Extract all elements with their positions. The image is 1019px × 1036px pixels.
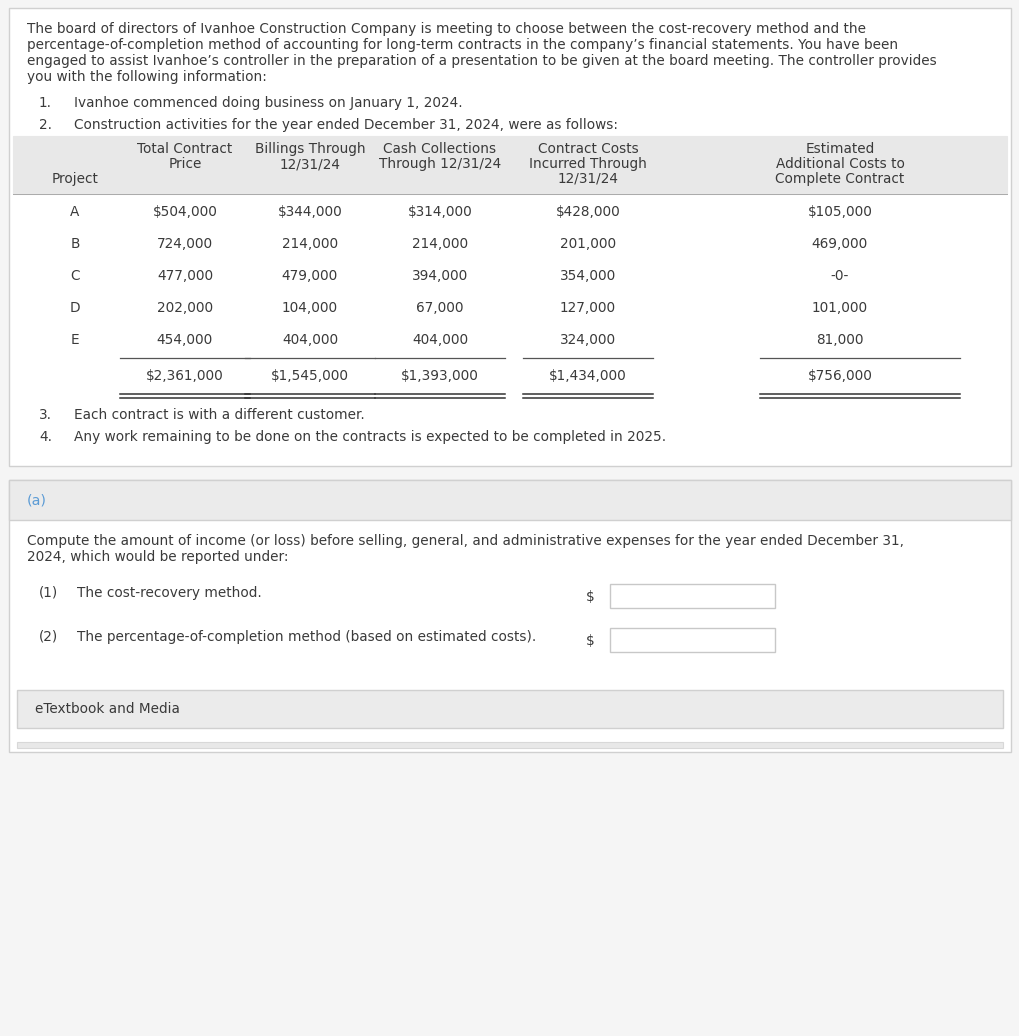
Text: 214,000: 214,000 — [281, 237, 337, 251]
Text: $105,000: $105,000 — [807, 205, 871, 219]
Text: 394,000: 394,000 — [412, 269, 468, 283]
Text: percentage-of-completion method of accounting for long-term contracts in the com: percentage-of-completion method of accou… — [26, 38, 898, 52]
Text: (a): (a) — [26, 493, 47, 507]
Text: (2): (2) — [39, 630, 58, 644]
FancyBboxPatch shape — [9, 480, 1010, 520]
FancyBboxPatch shape — [9, 480, 1010, 752]
Text: Complete Contract: Complete Contract — [774, 172, 904, 186]
Text: Incurred Through: Incurred Through — [529, 157, 646, 171]
Text: D: D — [69, 301, 81, 315]
Text: you with the following information:: you with the following information: — [26, 70, 267, 84]
Text: $2,361,000: $2,361,000 — [146, 369, 223, 383]
Text: 404,000: 404,000 — [281, 333, 337, 347]
FancyBboxPatch shape — [609, 628, 774, 652]
Text: Any work remaining to be done on the contracts is expected to be completed in 20: Any work remaining to be done on the con… — [74, 430, 665, 444]
Text: 4.: 4. — [39, 430, 52, 444]
Text: The percentage-of-completion method (based on estimated costs).: The percentage-of-completion method (bas… — [76, 630, 536, 644]
Text: B: B — [70, 237, 79, 251]
Text: 1.: 1. — [39, 96, 52, 110]
Text: 214,000: 214,000 — [412, 237, 468, 251]
Text: Total Contract: Total Contract — [138, 142, 232, 156]
Text: 202,000: 202,000 — [157, 301, 213, 315]
Text: $428,000: $428,000 — [555, 205, 620, 219]
Text: 3.: 3. — [39, 408, 52, 422]
FancyBboxPatch shape — [9, 8, 1010, 466]
Text: 104,000: 104,000 — [281, 301, 337, 315]
Text: 477,000: 477,000 — [157, 269, 213, 283]
Text: 354,000: 354,000 — [559, 269, 615, 283]
Text: A: A — [70, 205, 79, 219]
Text: 404,000: 404,000 — [412, 333, 468, 347]
Text: Ivanhoe commenced doing business on January 1, 2024.: Ivanhoe commenced doing business on Janu… — [74, 96, 463, 110]
Text: 724,000: 724,000 — [157, 237, 213, 251]
FancyBboxPatch shape — [13, 136, 1006, 194]
Text: Additional Costs to: Additional Costs to — [774, 157, 904, 171]
Text: -0-: -0- — [830, 269, 849, 283]
Text: 2.: 2. — [39, 118, 52, 132]
Text: Through 12/31/24: Through 12/31/24 — [378, 157, 500, 171]
Text: 67,000: 67,000 — [416, 301, 464, 315]
Text: Cash Collections: Cash Collections — [383, 142, 496, 156]
Text: $1,434,000: $1,434,000 — [548, 369, 627, 383]
Text: eTextbook and Media: eTextbook and Media — [35, 702, 179, 716]
Text: (1): (1) — [39, 586, 58, 600]
Text: $1,545,000: $1,545,000 — [271, 369, 348, 383]
Text: $504,000: $504,000 — [153, 205, 217, 219]
Text: 454,000: 454,000 — [157, 333, 213, 347]
Text: $314,000: $314,000 — [408, 205, 472, 219]
Text: Compute the amount of income (or loss) before selling, general, and administrati: Compute the amount of income (or loss) b… — [26, 534, 903, 548]
Text: Estimated: Estimated — [805, 142, 873, 156]
Text: 201,000: 201,000 — [559, 237, 615, 251]
Text: Construction activities for the year ended December 31, 2024, were as follows:: Construction activities for the year end… — [74, 118, 618, 132]
Text: E: E — [70, 333, 79, 347]
FancyBboxPatch shape — [17, 690, 1002, 728]
Text: Contract Costs: Contract Costs — [537, 142, 638, 156]
Text: 469,000: 469,000 — [811, 237, 867, 251]
Text: 2024, which would be reported under:: 2024, which would be reported under: — [26, 550, 288, 564]
Text: C: C — [70, 269, 79, 283]
Text: 12/31/24: 12/31/24 — [557, 172, 618, 186]
Text: 12/31/24: 12/31/24 — [279, 157, 340, 171]
FancyBboxPatch shape — [609, 584, 774, 608]
Text: Price: Price — [168, 157, 202, 171]
Text: Billings Through: Billings Through — [255, 142, 365, 156]
Text: 101,000: 101,000 — [811, 301, 867, 315]
Text: engaged to assist Ivanhoe’s controller in the preparation of a presentation to b: engaged to assist Ivanhoe’s controller i… — [26, 54, 935, 68]
Text: 127,000: 127,000 — [559, 301, 615, 315]
FancyBboxPatch shape — [17, 742, 1002, 748]
Text: The cost-recovery method.: The cost-recovery method. — [76, 586, 262, 600]
Text: 479,000: 479,000 — [281, 269, 337, 283]
Text: 324,000: 324,000 — [559, 333, 615, 347]
Text: Project: Project — [52, 172, 99, 186]
Text: $: $ — [586, 634, 594, 648]
Text: Each contract is with a different customer.: Each contract is with a different custom… — [74, 408, 365, 422]
Text: $1,393,000: $1,393,000 — [400, 369, 479, 383]
Text: 81,000: 81,000 — [815, 333, 863, 347]
Text: $756,000: $756,000 — [807, 369, 871, 383]
Text: $344,000: $344,000 — [277, 205, 342, 219]
Text: $: $ — [586, 589, 594, 604]
Text: The board of directors of Ivanhoe Construction Company is meeting to choose betw: The board of directors of Ivanhoe Constr… — [26, 22, 865, 36]
